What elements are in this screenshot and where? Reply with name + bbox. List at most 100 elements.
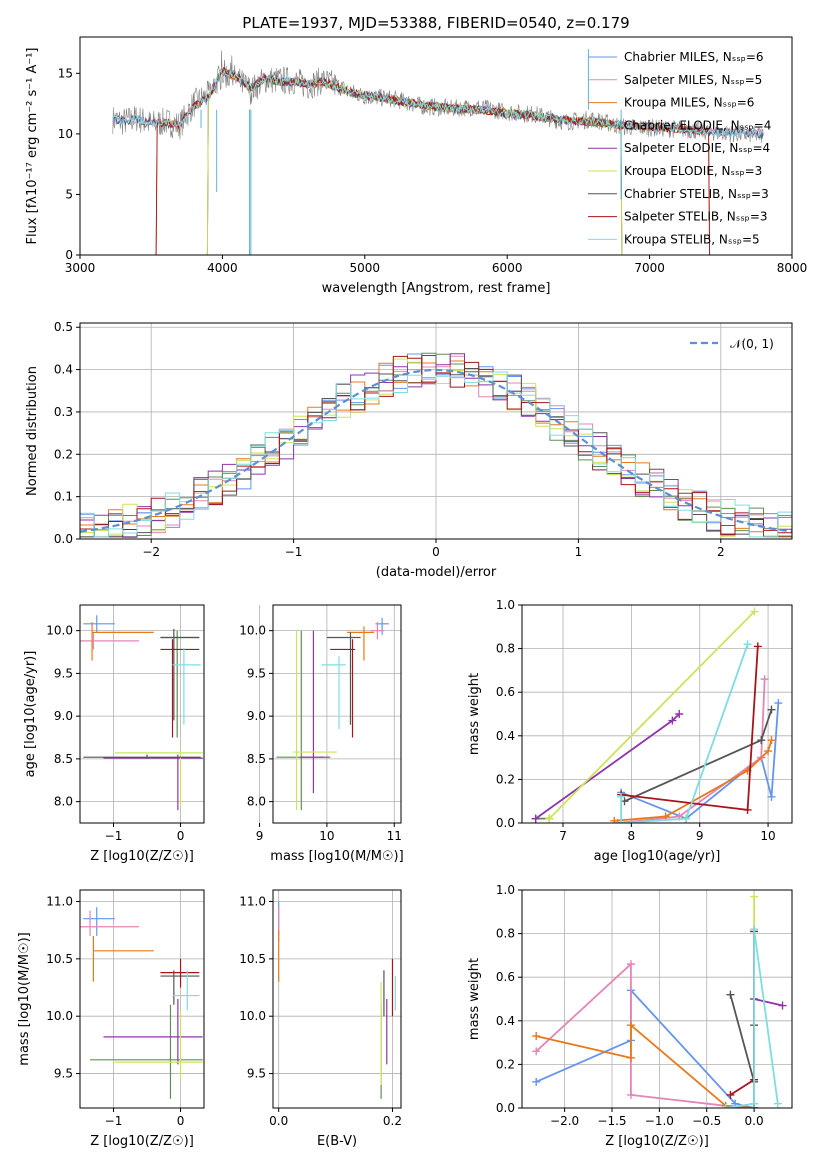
x-tick-label: 4000	[207, 261, 238, 275]
mass-weight-marker	[675, 710, 684, 718]
axes-frame	[521, 604, 793, 824]
plot-area	[80, 907, 203, 1099]
y-tick-label: 9.0	[54, 709, 73, 723]
mass-weight-marker	[532, 1032, 541, 1041]
y-tick-label: 0.8	[496, 927, 515, 941]
y-tick-label: 0.4	[496, 1014, 515, 1028]
panel-6: 0.0 0.2 9.5 10.0 10.5 11.0 E(B-V)	[239, 889, 402, 1149]
x-tick-label: 0.2	[383, 1114, 402, 1128]
mass-weight-marker	[532, 1077, 541, 1086]
x-axis-label: (data-model)/error	[376, 565, 497, 580]
error-point	[103, 999, 203, 1065]
mass-weight-marker	[774, 699, 783, 708]
legend-entry: Chabrier STELIB, Nₛₛₚ=3	[624, 187, 769, 201]
mass-weight-marker	[767, 792, 776, 801]
mass-weight-marker	[743, 640, 752, 649]
y-tick-label: 10.0	[46, 624, 73, 638]
x-tick-label: 11	[387, 829, 402, 843]
mass-weight-marker	[626, 1053, 635, 1062]
y-axis-label: age [log10(age/yr)]	[23, 651, 38, 778]
mass-weight-marker	[750, 1099, 759, 1108]
y-tick-label: 0.3	[54, 405, 73, 419]
mass-weight-marker	[532, 1047, 541, 1056]
mass-weight-marker	[610, 816, 619, 823]
x-tick-label: 6000	[492, 261, 523, 275]
mass-weight-marker	[750, 892, 759, 901]
y-axis-label: Normed distribution	[25, 366, 40, 496]
axes-frame	[521, 889, 793, 1109]
error-point	[160, 970, 200, 1005]
mass-weight-marker	[743, 805, 752, 814]
error-point	[83, 754, 201, 759]
panel-3: 9 10 11 8.0 8.5 9.0 9.5 10.0 mass [log10(M/M☉)]	[239, 604, 404, 864]
mass-weight-line	[729, 994, 755, 1108]
error-point	[80, 910, 139, 936]
y-tick-label: 0.6	[496, 685, 515, 699]
legend: 𝒩(0, 1)	[690, 337, 774, 351]
axes-frame	[272, 604, 402, 824]
y-tick-label: 8.5	[247, 752, 266, 766]
x-tick-label: 10	[760, 829, 775, 843]
y-tick-label: 0.4	[54, 363, 73, 377]
x-tick-label: 9	[696, 829, 704, 843]
y-tick-label: 10.0	[46, 1009, 73, 1023]
legend-entry: Salpeter ELODIE, Nₛₛₚ=4	[624, 141, 770, 155]
mass-weight-marker	[617, 819, 626, 823]
x-tick-label: 0	[432, 545, 440, 559]
x-axis-label: E(B-V)	[317, 1134, 357, 1149]
y-tick-label: 9.5	[54, 666, 73, 680]
y-tick-label: 0.8	[496, 642, 515, 656]
mass-weight-line	[535, 962, 755, 1108]
x-tick-label: 2	[717, 545, 725, 559]
model-spectrum-line	[112, 68, 764, 138]
y-tick-label: 0.5	[54, 320, 73, 334]
y-tick-label: 9.5	[247, 666, 266, 680]
plot-area	[532, 892, 787, 1108]
y-tick-label: 9.5	[54, 1067, 73, 1081]
plot-area	[80, 615, 203, 811]
x-tick-label: 5000	[350, 261, 381, 275]
y-tick-label: 11.0	[46, 894, 73, 908]
mass-weight-marker	[721, 1104, 730, 1108]
model-spectrum-line	[112, 69, 764, 140]
mass-weight-line	[620, 643, 749, 823]
y-tick-label: 0.4	[496, 729, 515, 743]
panel-1: −2 −1 0 1 2 0.0 0.1 0.2 0.3 0.4 0.5 (data-model)/er…	[25, 320, 793, 580]
mass-weight-line	[535, 713, 680, 820]
y-tick-label: 10.0	[239, 624, 266, 638]
y-axis-label: mass weight	[467, 958, 482, 1040]
x-tick-label: −1	[105, 1114, 123, 1128]
y-tick-label: 0.2	[54, 447, 73, 461]
mass-weight-marker	[753, 642, 762, 651]
mass-weight-line	[753, 998, 783, 1007]
y-tick-label: 15	[58, 66, 73, 80]
legend-entry: 𝒩(0, 1)	[730, 337, 774, 351]
legend-entry: Salpeter STELIB, Nₛₛₚ=3	[624, 210, 768, 224]
mass-weight-line	[617, 679, 766, 823]
x-tick-label: −1	[285, 545, 303, 559]
plot-area	[80, 352, 792, 539]
axes-frame	[79, 604, 205, 824]
error-point	[91, 622, 154, 661]
error-point	[92, 935, 154, 982]
x-tick-label: 10	[319, 829, 334, 843]
mass-weight-marker	[668, 716, 677, 725]
error-point	[80, 632, 139, 650]
mass-weight-marker	[682, 814, 691, 823]
plot-area	[276, 617, 389, 811]
legend-entry: Kroupa STELIB, Nₛₛₚ=5	[624, 232, 760, 246]
x-axis-label: Z [log10(Z/Z☉)]	[90, 849, 194, 864]
x-tick-label: 0.0	[745, 1114, 764, 1128]
x-axis-label: mass [log10(M/M☉)]	[270, 849, 403, 864]
legend-entry: Kroupa ELODIE, Nₛₛₚ=3	[624, 164, 762, 178]
legend-entry: Chabrier ELODIE, Nₛₛₚ=4	[624, 118, 771, 132]
mass-weight-marker	[545, 814, 554, 823]
mass-weight-marker	[767, 736, 776, 745]
error-point	[160, 639, 200, 738]
mass-weight-marker	[767, 705, 776, 714]
axes-frame	[79, 36, 793, 256]
y-tick-label: 0.6	[496, 970, 515, 984]
x-tick-label: −0.5	[692, 1114, 721, 1128]
mass-weight-marker	[531, 814, 540, 823]
